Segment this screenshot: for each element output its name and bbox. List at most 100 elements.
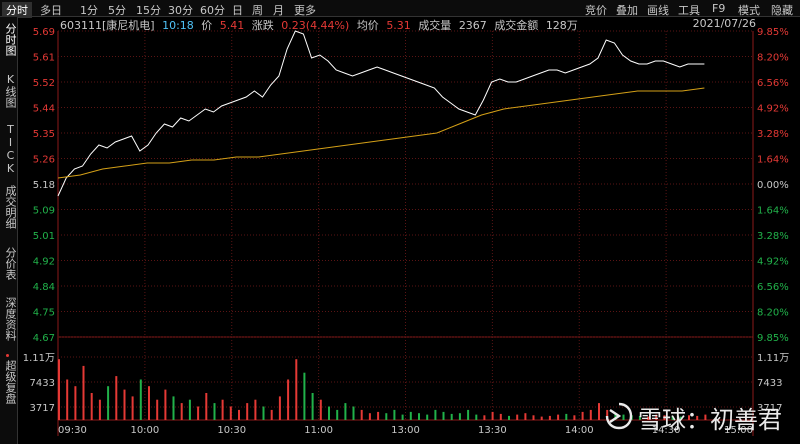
tab-60min[interactable]: 60分 — [200, 4, 225, 17]
volume-bar — [696, 415, 699, 420]
stock-code-name: 603111[康尼机电] — [60, 19, 155, 32]
y-tick-label-left: 4.67 — [33, 333, 55, 344]
volume-bar — [82, 365, 85, 420]
volume-bar — [688, 415, 690, 420]
volume-bar — [508, 415, 510, 420]
volume-bar — [614, 413, 617, 420]
draw-line-button[interactable]: 画线 — [647, 4, 669, 17]
tab-day[interactable]: 日 — [232, 4, 243, 17]
volume-bar — [532, 415, 535, 420]
y-tick-label-right: 1.64% — [757, 206, 789, 217]
sidebar-item-depth[interactable]: 深度资料 — [4, 297, 17, 341]
tab-30min[interactable]: 30分 — [168, 4, 193, 17]
tab-1min[interactable]: 1分 — [80, 4, 98, 17]
volume-bar — [139, 379, 142, 420]
change-label: 涨跌 — [251, 19, 274, 32]
sidebar-item-replay[interactable]: 超级复盘 — [4, 360, 17, 404]
tab-more[interactable]: 更多 — [294, 4, 316, 17]
tab-multi-day[interactable]: 多日 — [40, 4, 62, 17]
volume-bar — [148, 386, 150, 420]
indicator-dot — [6, 354, 9, 357]
volume-bar — [90, 393, 93, 420]
y-tick-label-left: 5.35 — [33, 129, 55, 140]
volume-bar — [303, 372, 306, 420]
volume-bar — [270, 409, 273, 420]
price-line — [57, 30, 705, 197]
tab-week[interactable]: 周 — [252, 4, 263, 17]
x-tick-label: 10:00 — [130, 425, 159, 436]
volume-bar — [328, 406, 330, 420]
overlay-button[interactable]: 叠加 — [616, 4, 638, 17]
y-tick-label-left: 5.18 — [33, 180, 55, 191]
price-label: 价 — [201, 19, 213, 32]
y-tick-label-left: 5.09 — [33, 206, 55, 217]
volume-tick-label-right: 7433 — [757, 378, 782, 389]
sidebar-item-kline[interactable]: K线图 — [4, 73, 17, 108]
volume-bar — [606, 409, 609, 420]
volume-bar — [704, 414, 707, 420]
volume-bar — [475, 414, 478, 420]
volume-bar — [516, 414, 519, 420]
volume-bar — [491, 411, 494, 420]
volume-bar — [295, 359, 298, 420]
left-sidebar: 分时图 K线图 TICK 成交明细 分价表 深度资料 超级复盘 — [0, 17, 18, 444]
volume-bar — [385, 413, 388, 420]
volume-bar — [188, 399, 191, 420]
tab-month[interactable]: 月 — [273, 4, 284, 17]
x-tick-label: 13:00 — [391, 425, 420, 436]
tab-15min[interactable]: 15分 — [136, 4, 161, 17]
volume-bar — [401, 414, 404, 420]
volume-bar — [467, 409, 470, 420]
tab-5min[interactable]: 5分 — [108, 4, 126, 17]
volume-bar — [393, 409, 396, 420]
volume-bar — [107, 386, 110, 420]
y-tick-label-left: 4.92 — [33, 257, 55, 268]
hide-button[interactable]: 隐藏 — [771, 4, 793, 17]
x-tick-label: 11:00 — [304, 425, 333, 436]
volume-bar — [164, 389, 167, 420]
y-tick-label-left: 5.69 — [33, 27, 55, 38]
mode-button[interactable]: 模式 — [738, 4, 760, 17]
volume-bar — [622, 414, 625, 420]
xueqiu-logo-icon — [605, 402, 633, 430]
sidebar-item-fenshi[interactable]: 分时图 — [4, 23, 17, 56]
volume-bar — [221, 399, 224, 420]
volume-bar — [58, 359, 60, 420]
y-tick-label-right: 4.92% — [757, 104, 789, 115]
sidebar-item-deals[interactable]: 成交明细 — [4, 185, 17, 229]
f9-button[interactable]: F9 — [712, 2, 726, 15]
volume-bar — [180, 403, 183, 420]
volume-bar — [278, 396, 281, 420]
y-tick-label-left: 5.61 — [33, 53, 55, 64]
sidebar-item-tick[interactable]: TICK — [4, 123, 17, 175]
volume-bar — [548, 415, 551, 420]
trade-date: 2021/07/26 — [692, 17, 756, 30]
volume-bar — [589, 409, 592, 420]
tab-fenshi[interactable]: 分时 — [2, 2, 32, 18]
volume-tick-label-left: 3717 — [30, 403, 55, 414]
y-tick-label-right: 9.85% — [757, 27, 789, 38]
auction-button[interactable]: 竞价 — [585, 4, 607, 17]
volume-bar — [671, 415, 674, 420]
volume-bar — [655, 414, 658, 420]
volume-bar — [172, 396, 175, 420]
average-price-line — [57, 87, 705, 179]
sidebar-item-price-table[interactable]: 分价表 — [4, 247, 17, 280]
quote-info-bar: 603111[康尼机电] 10:18 价 5.41 涨跌 0.23(4.44%)… — [60, 17, 582, 32]
volume-bar — [197, 406, 200, 420]
tools-button[interactable]: 工具 — [678, 4, 700, 17]
volume-bar — [74, 386, 77, 420]
volume-bar — [442, 411, 445, 420]
volume-value: 2367 — [458, 19, 487, 32]
x-tick-label: 09:30 — [58, 425, 87, 436]
volume-bar — [229, 406, 232, 420]
volume-bar — [565, 413, 568, 420]
volume-tick-label-right: 3717 — [757, 403, 782, 414]
y-tick-label-left: 4.84 — [33, 282, 55, 293]
volume-bar — [98, 399, 101, 420]
volume-bar — [213, 403, 216, 420]
volume-bar — [123, 389, 126, 420]
volume-bar — [499, 413, 502, 420]
price-value: 5.41 — [219, 19, 245, 32]
